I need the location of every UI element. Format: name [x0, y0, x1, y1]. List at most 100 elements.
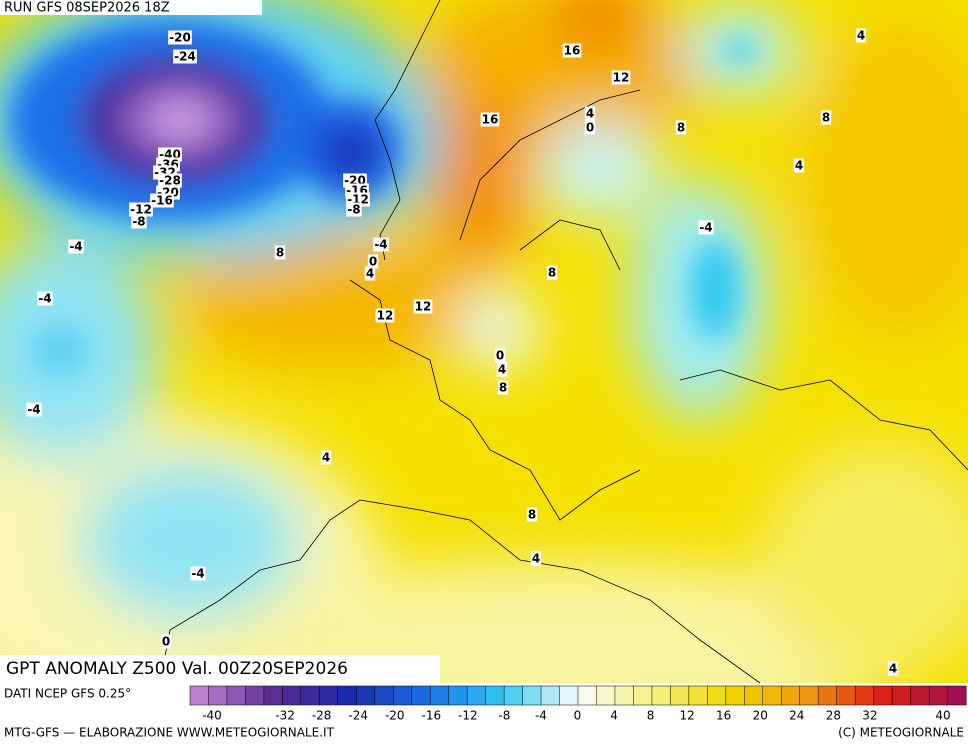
contour-label: -4 — [37, 291, 53, 306]
contour-label: -12 — [129, 202, 153, 217]
colorbar-tick-label: -32 — [275, 709, 295, 723]
contour-label-bg — [158, 173, 182, 188]
contour-label: 12 — [413, 299, 433, 314]
contour-label-bg — [526, 507, 538, 522]
contour-label-bg — [129, 202, 153, 217]
map-title: GPT ANOMALY Z500 Val. 00Z20SEP2026 — [6, 659, 348, 679]
coastlines — [159, 0, 968, 683]
colorbar-tick-label: 12 — [680, 709, 695, 723]
colorbar-cell — [577, 685, 598, 706]
contour-label: -4 — [698, 220, 714, 235]
contour-label: 0 — [494, 348, 506, 363]
contour-label-text: 0 — [162, 635, 170, 649]
contour-label: -4 — [26, 402, 42, 417]
contour-label-text: -4 — [191, 567, 204, 581]
contour-label: -8 — [346, 202, 362, 217]
contour-label: -20 — [168, 30, 192, 45]
colorbar-cell — [189, 685, 210, 706]
contour-label-bg — [190, 566, 206, 581]
contour-label-bg — [562, 43, 582, 58]
colorbar-tick-label: -28 — [312, 709, 332, 723]
contour-label: 4 — [496, 362, 508, 377]
colorbar-cell — [596, 685, 616, 706]
contour-label-bg — [887, 661, 899, 676]
contour-label: -16 — [150, 193, 174, 208]
title-box — [0, 655, 440, 683]
contour-label-bg — [793, 158, 805, 173]
footer-right: (C) METEOGIORNALE — [838, 726, 964, 740]
contour-label: 16 — [480, 112, 500, 127]
contour-label-text: -4 — [374, 238, 387, 252]
contour-label-text: 0 — [586, 121, 594, 135]
colorbar-cell — [282, 685, 302, 706]
contour-label-bg — [150, 193, 174, 208]
colorbar-cell — [854, 685, 875, 706]
colorbar-cell — [374, 685, 394, 706]
contour-label-bg — [413, 299, 433, 314]
colorbar-cell — [947, 685, 967, 706]
colorbar-tick-label: 32 — [862, 709, 877, 723]
contour-label: 4 — [320, 450, 332, 465]
colorbar-tick-label: -20 — [385, 709, 405, 723]
contour-label: 4 — [364, 266, 376, 281]
contour-label: -8 — [131, 214, 147, 229]
contour-label: 0 — [367, 254, 379, 269]
colorbar-cell — [208, 685, 228, 706]
colorbar-cell — [466, 685, 487, 706]
run-label: RUN GFS 08SEP2026 18Z — [4, 1, 170, 16]
colorbar-tick-label: -12 — [458, 709, 478, 723]
contour-label-text: 4 — [322, 451, 330, 465]
contour-label-text: 4 — [586, 107, 594, 121]
contour-label-bg — [68, 239, 84, 254]
contour-label-text: 0 — [369, 255, 377, 269]
contour-label-bg — [698, 220, 714, 235]
contour-label: 0 — [160, 634, 172, 649]
colorbar-tick-label: -8 — [498, 709, 510, 723]
contour-label-text: 16 — [564, 44, 581, 58]
contour-label-bg — [584, 120, 596, 135]
contour-label-text: 4 — [795, 159, 803, 173]
colorbar-cell — [392, 685, 413, 706]
contour-label-bg — [373, 237, 389, 252]
contour-label: -4 — [373, 237, 389, 252]
colorbar-cell — [744, 685, 764, 706]
colorbar-cell — [780, 685, 801, 706]
contour-label: 8 — [675, 120, 687, 135]
contour-label-text: 4 — [366, 267, 374, 281]
colorbar-cell — [429, 685, 450, 706]
colorbar-tick-label: 40 — [935, 709, 950, 723]
colorbar-cell — [522, 685, 542, 706]
colorbar-tick-label: -40 — [202, 709, 222, 723]
colorbar-cell — [300, 685, 320, 706]
contour-label-text: 8 — [499, 381, 507, 395]
contour-label: 4 — [584, 106, 596, 121]
contour-label-bg — [346, 202, 362, 217]
contour-label: 0 — [584, 120, 596, 135]
contour-label: -4 — [190, 566, 206, 581]
colorbar-cell — [448, 685, 468, 706]
contour-label: 16 — [562, 43, 582, 58]
colorbar-cell — [651, 685, 671, 706]
contour-label: 4 — [530, 551, 542, 566]
colorbar-cell — [226, 685, 246, 706]
colorbar-cell — [245, 685, 265, 706]
contour-label-text: 8 — [677, 121, 685, 135]
colorbar-cell — [817, 685, 838, 706]
contour-label-bg — [530, 551, 542, 566]
contour-label: -4 — [68, 239, 84, 254]
colorbar-cell — [836, 685, 856, 706]
contour-label-bg — [131, 214, 147, 229]
contour-label-bg — [375, 308, 395, 323]
colorbar-cell — [670, 685, 690, 706]
contour-label: 8 — [274, 245, 286, 260]
colorbar-cell — [540, 685, 561, 706]
colorbar-cell — [633, 685, 653, 706]
contour-label-text: 4 — [532, 552, 540, 566]
colorbar-cell — [503, 685, 524, 706]
colorbar-cell — [928, 685, 949, 706]
contour-label: 8 — [546, 265, 558, 280]
contour-label-bg — [274, 245, 286, 260]
contour-label-text: 8 — [822, 111, 830, 125]
contour-label-text: 4 — [498, 363, 506, 377]
colorbar-cell — [356, 685, 376, 706]
